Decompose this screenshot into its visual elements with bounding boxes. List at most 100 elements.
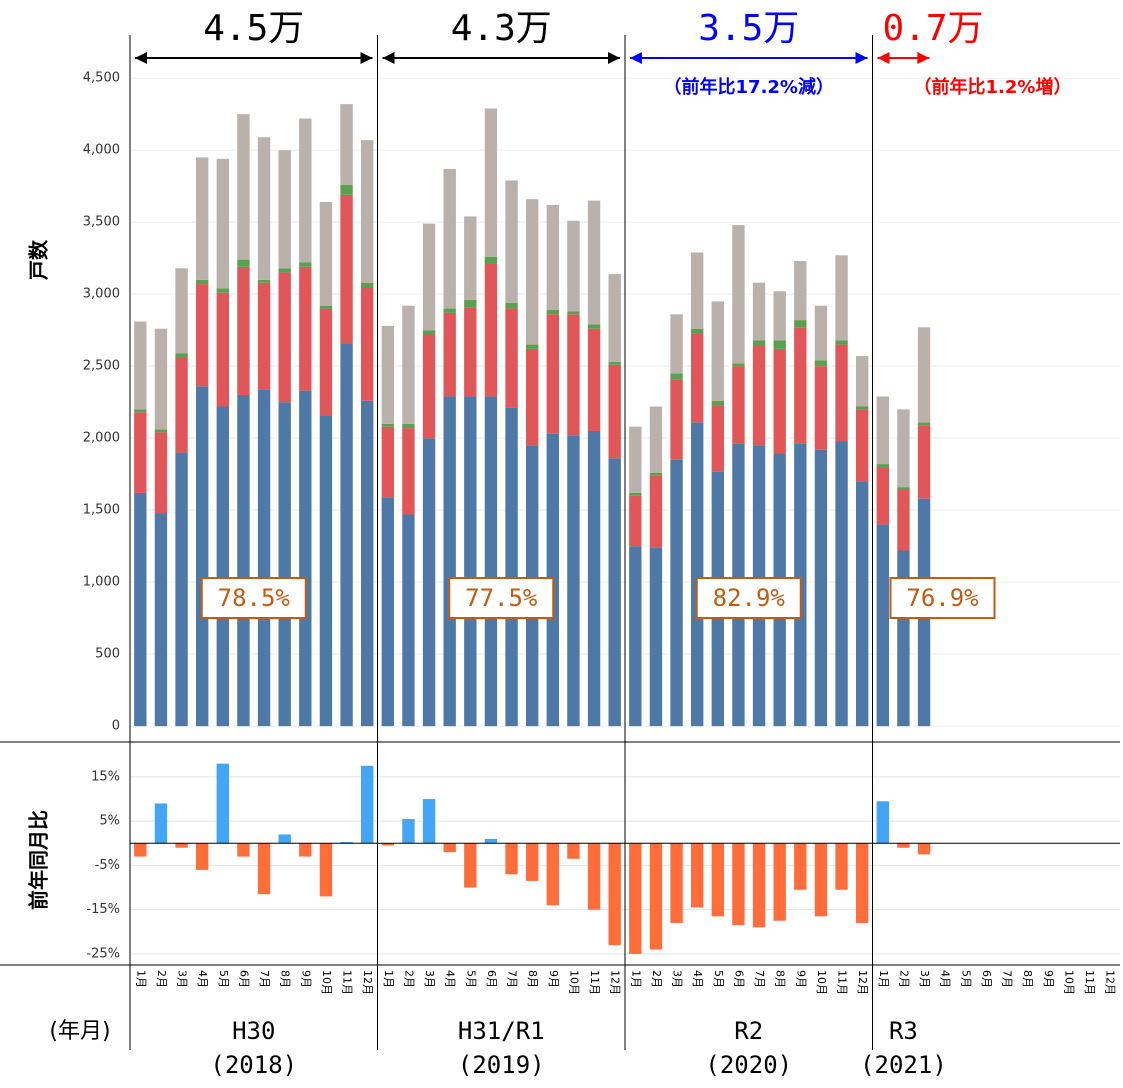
y-tick-label: 2,000 (83, 431, 120, 446)
bar-segment (608, 361, 621, 365)
y-tick-label: 2,500 (83, 359, 120, 374)
bar-segment (567, 220, 580, 312)
y-axis-label: 戸数 (27, 239, 51, 280)
bar-segment (196, 279, 209, 285)
bar (319, 843, 333, 897)
x-tick-label: 10月 (815, 970, 828, 995)
bar-segment (546, 204, 559, 311)
total-annotation: 3.5万 (698, 8, 799, 49)
y-tick-label: 1,500 (83, 503, 120, 518)
change-annotation: （前年比1.2%増） (914, 76, 1072, 98)
bar (402, 818, 415, 844)
x-tick-label: 7月 (753, 970, 766, 988)
bar (814, 843, 828, 917)
bar (670, 843, 683, 923)
bar-segment (402, 428, 415, 515)
group-label: R2 (734, 1017, 763, 1045)
bar (196, 843, 209, 870)
bar-segment (649, 472, 663, 476)
x-tick-label: 4月 (444, 970, 457, 988)
x-tick-label: 2月 (155, 970, 168, 988)
bar-segment (299, 262, 312, 267)
x-tick-label: 10月 (1062, 970, 1075, 995)
x-tick-label: 7月 (1001, 970, 1014, 988)
bar-segment (196, 386, 209, 727)
x-tick-label: 7月 (506, 970, 519, 988)
bar-segment (835, 441, 848, 727)
x-tick-label: 1月 (382, 970, 395, 988)
bar-segment (629, 492, 642, 496)
y-tick-label: 0 (112, 719, 120, 734)
bar-segment (608, 458, 621, 727)
x-tick-label: 9月 (1042, 970, 1055, 988)
bar-segment (629, 495, 642, 547)
bar-segment (340, 104, 353, 185)
y-tick-label: 1,000 (83, 575, 120, 590)
bar-segment (649, 475, 663, 548)
bar-segment (505, 302, 518, 309)
bar-segment (361, 400, 374, 727)
bar-segment (917, 422, 931, 426)
bar (917, 843, 931, 855)
bar-segment (752, 346, 766, 446)
bar-segment (299, 118, 312, 263)
y-tick-label: -5% (95, 858, 120, 873)
bar-segment (567, 311, 580, 315)
bar-segment (134, 321, 147, 410)
x-tick-label: 1月 (877, 970, 890, 988)
bar (773, 843, 786, 921)
x-tick-label: 1月 (629, 970, 642, 988)
bar-segment (196, 284, 209, 387)
bar-segment (278, 402, 291, 727)
ratio-label: 82.9% (713, 584, 786, 612)
y-tick-label: 500 (95, 647, 120, 662)
bar-segment (856, 406, 869, 410)
x-tick-label: 2月 (402, 970, 415, 988)
bar (340, 841, 353, 844)
bar-segment (670, 379, 683, 460)
bar-segment (422, 438, 436, 727)
ratio-box (200, 577, 307, 619)
bar-segment (856, 409, 869, 482)
x-tick-label: 2月 (650, 970, 663, 988)
bar-segment (691, 252, 704, 329)
x-tick-label: 10月 (320, 970, 333, 995)
bar-segment (752, 282, 766, 341)
x-tick-label: 4月 (691, 970, 704, 988)
bar (216, 763, 229, 844)
y-tick-label: 5% (99, 814, 120, 829)
x-tick-label: 11月 (341, 970, 354, 995)
bar-segment (876, 464, 889, 467)
x-tick-label: 3月 (671, 970, 684, 988)
bar-segment (278, 268, 291, 273)
x-tick-label: 12月 (609, 970, 622, 995)
bar-segment (526, 199, 539, 345)
x-tick-label: 11月 (836, 970, 849, 995)
bar-segment (361, 140, 374, 283)
bar-segment (422, 334, 436, 439)
bar (649, 843, 663, 950)
bar-segment (443, 396, 456, 727)
bar-segment (381, 497, 394, 727)
bar-segment (835, 255, 848, 341)
bar-segment (835, 340, 848, 345)
bar-segment (134, 409, 147, 413)
x-tick-label: 5月 (712, 970, 725, 988)
bar (691, 843, 704, 908)
bar (422, 799, 436, 844)
x-tick-label: 11月 (1083, 970, 1096, 995)
bar-segment (319, 415, 333, 727)
bar-segment (484, 108, 498, 257)
bar-segment (216, 158, 229, 289)
bar (608, 843, 621, 946)
y-tick-label: 4,500 (83, 71, 120, 86)
bar-segment (196, 157, 209, 280)
x-tick-label: 9月 (299, 970, 312, 988)
bar (154, 803, 168, 844)
bar-segment (917, 327, 931, 423)
bar-segment (897, 409, 910, 488)
bar-segment (691, 422, 704, 727)
bar-segment (464, 307, 477, 397)
bar-segment (422, 223, 436, 331)
